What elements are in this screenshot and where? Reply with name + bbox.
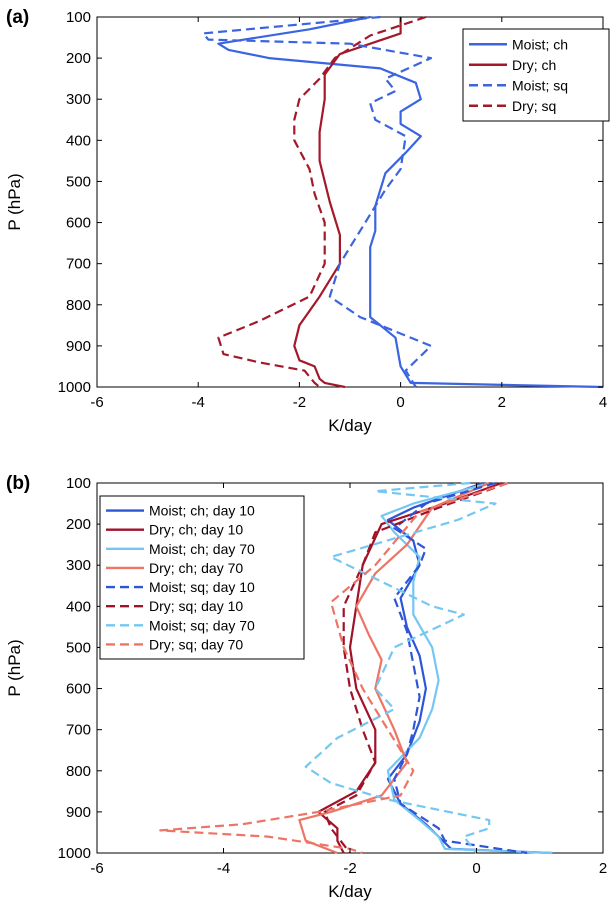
- y-tick-label: 800: [66, 763, 91, 780]
- y-tick-label: 900: [66, 338, 91, 355]
- legend: Moist; ch; day 10 Dry; ch; day 10 Moist; c…: [99, 495, 305, 660]
- y-tick-label: 100: [66, 475, 91, 492]
- legend-entry-label: Dry; ch; day 10: [149, 522, 243, 538]
- legend-entry-label: Dry; sq; day 10: [149, 598, 243, 614]
- series-line-5: [393, 481, 528, 855]
- x-tick-label: -2: [343, 860, 356, 877]
- legend-entry-label: Moist; ch: [512, 36, 568, 52]
- panel-label: (b): [6, 473, 30, 494]
- y-axis-label: P (hPa): [5, 173, 24, 230]
- x-axis-label: K/day: [328, 416, 372, 435]
- x-tick-label: 4: [599, 394, 607, 411]
- series-group: [202, 15, 603, 389]
- y-tick-label: 700: [66, 722, 91, 739]
- y-tick-label: 600: [66, 215, 91, 232]
- legend-entry-label: Moist; ch; day 10: [149, 503, 255, 519]
- legend-entry-label: Dry; sq: [512, 98, 556, 114]
- series-line-3: [202, 15, 433, 388]
- y-tick-label: 500: [66, 173, 91, 190]
- legend: Moist; ch Dry; ch Moist; sq Dry; sq: [462, 28, 610, 122]
- legend-entry-label: Moist; sq; day 10: [149, 579, 255, 595]
- x-tick-label: -6: [90, 860, 103, 877]
- series-line-2: [317, 481, 503, 854]
- series-line-4: [217, 15, 427, 388]
- y-tick-label: 400: [66, 598, 91, 615]
- legend-entry-label: Dry; sq; day 70: [149, 636, 243, 652]
- x-tick-label: -6: [90, 394, 103, 411]
- series-line-8: [159, 481, 509, 855]
- x-tick-label: 0: [396, 394, 404, 411]
- legend-entry-label: Moist; sq; day 70: [149, 617, 255, 633]
- x-tick-label: -4: [217, 860, 230, 877]
- y-tick-label: 700: [66, 256, 91, 273]
- series-line-3: [380, 481, 553, 855]
- series-line-7: [304, 481, 497, 854]
- legend-entry-label: Dry; ch; day 70: [149, 560, 243, 576]
- series-line-1: [386, 481, 553, 855]
- series-line-6: [323, 481, 509, 854]
- y-tick-label: 200: [66, 50, 91, 67]
- x-tick-label: 2: [599, 860, 607, 877]
- y-tick-label: 800: [66, 297, 91, 314]
- series-line-2: [293, 17, 402, 389]
- legend-entry-label: Moist; sq: [512, 77, 568, 93]
- y-tick-label: 300: [66, 557, 91, 574]
- legend-entry-label: Moist; ch; day 70: [149, 541, 255, 557]
- legend-box: [99, 495, 305, 660]
- y-axis-label: P (hPa): [5, 639, 24, 696]
- y-tick-label: 200: [66, 516, 91, 533]
- y-tick-label: 1000: [58, 379, 91, 396]
- panel-a: -6 -4 -2 0 2 4 100 200 300 400 500 600 700 800 900 1000…: [5, 7, 610, 435]
- y-tick-label: 300: [66, 91, 91, 108]
- x-tick-label: 2: [498, 394, 506, 411]
- plot-area-frame: [96, 16, 604, 388]
- x-tick-label: 0: [472, 860, 480, 877]
- x-tick-label: -2: [293, 394, 306, 411]
- panel-label: (a): [6, 7, 29, 28]
- x-tick-label: -4: [192, 394, 205, 411]
- x-axis-label: K/day: [328, 882, 372, 901]
- series-line-4: [298, 481, 490, 855]
- series-group: [159, 481, 553, 855]
- y-tick-label: 500: [66, 639, 91, 656]
- y-tick-label: 400: [66, 132, 91, 149]
- y-tick-label: 100: [66, 9, 91, 26]
- y-tick-label: 1000: [58, 845, 91, 862]
- y-tick-label: 900: [66, 804, 91, 821]
- panel-b: -6 -4 -2 0 2 100 200 300 400 500 600 700 800 900 1000 K…: [5, 473, 607, 901]
- legend-entry-label: Dry; ch: [512, 57, 556, 73]
- y-tick-label: 600: [66, 681, 91, 698]
